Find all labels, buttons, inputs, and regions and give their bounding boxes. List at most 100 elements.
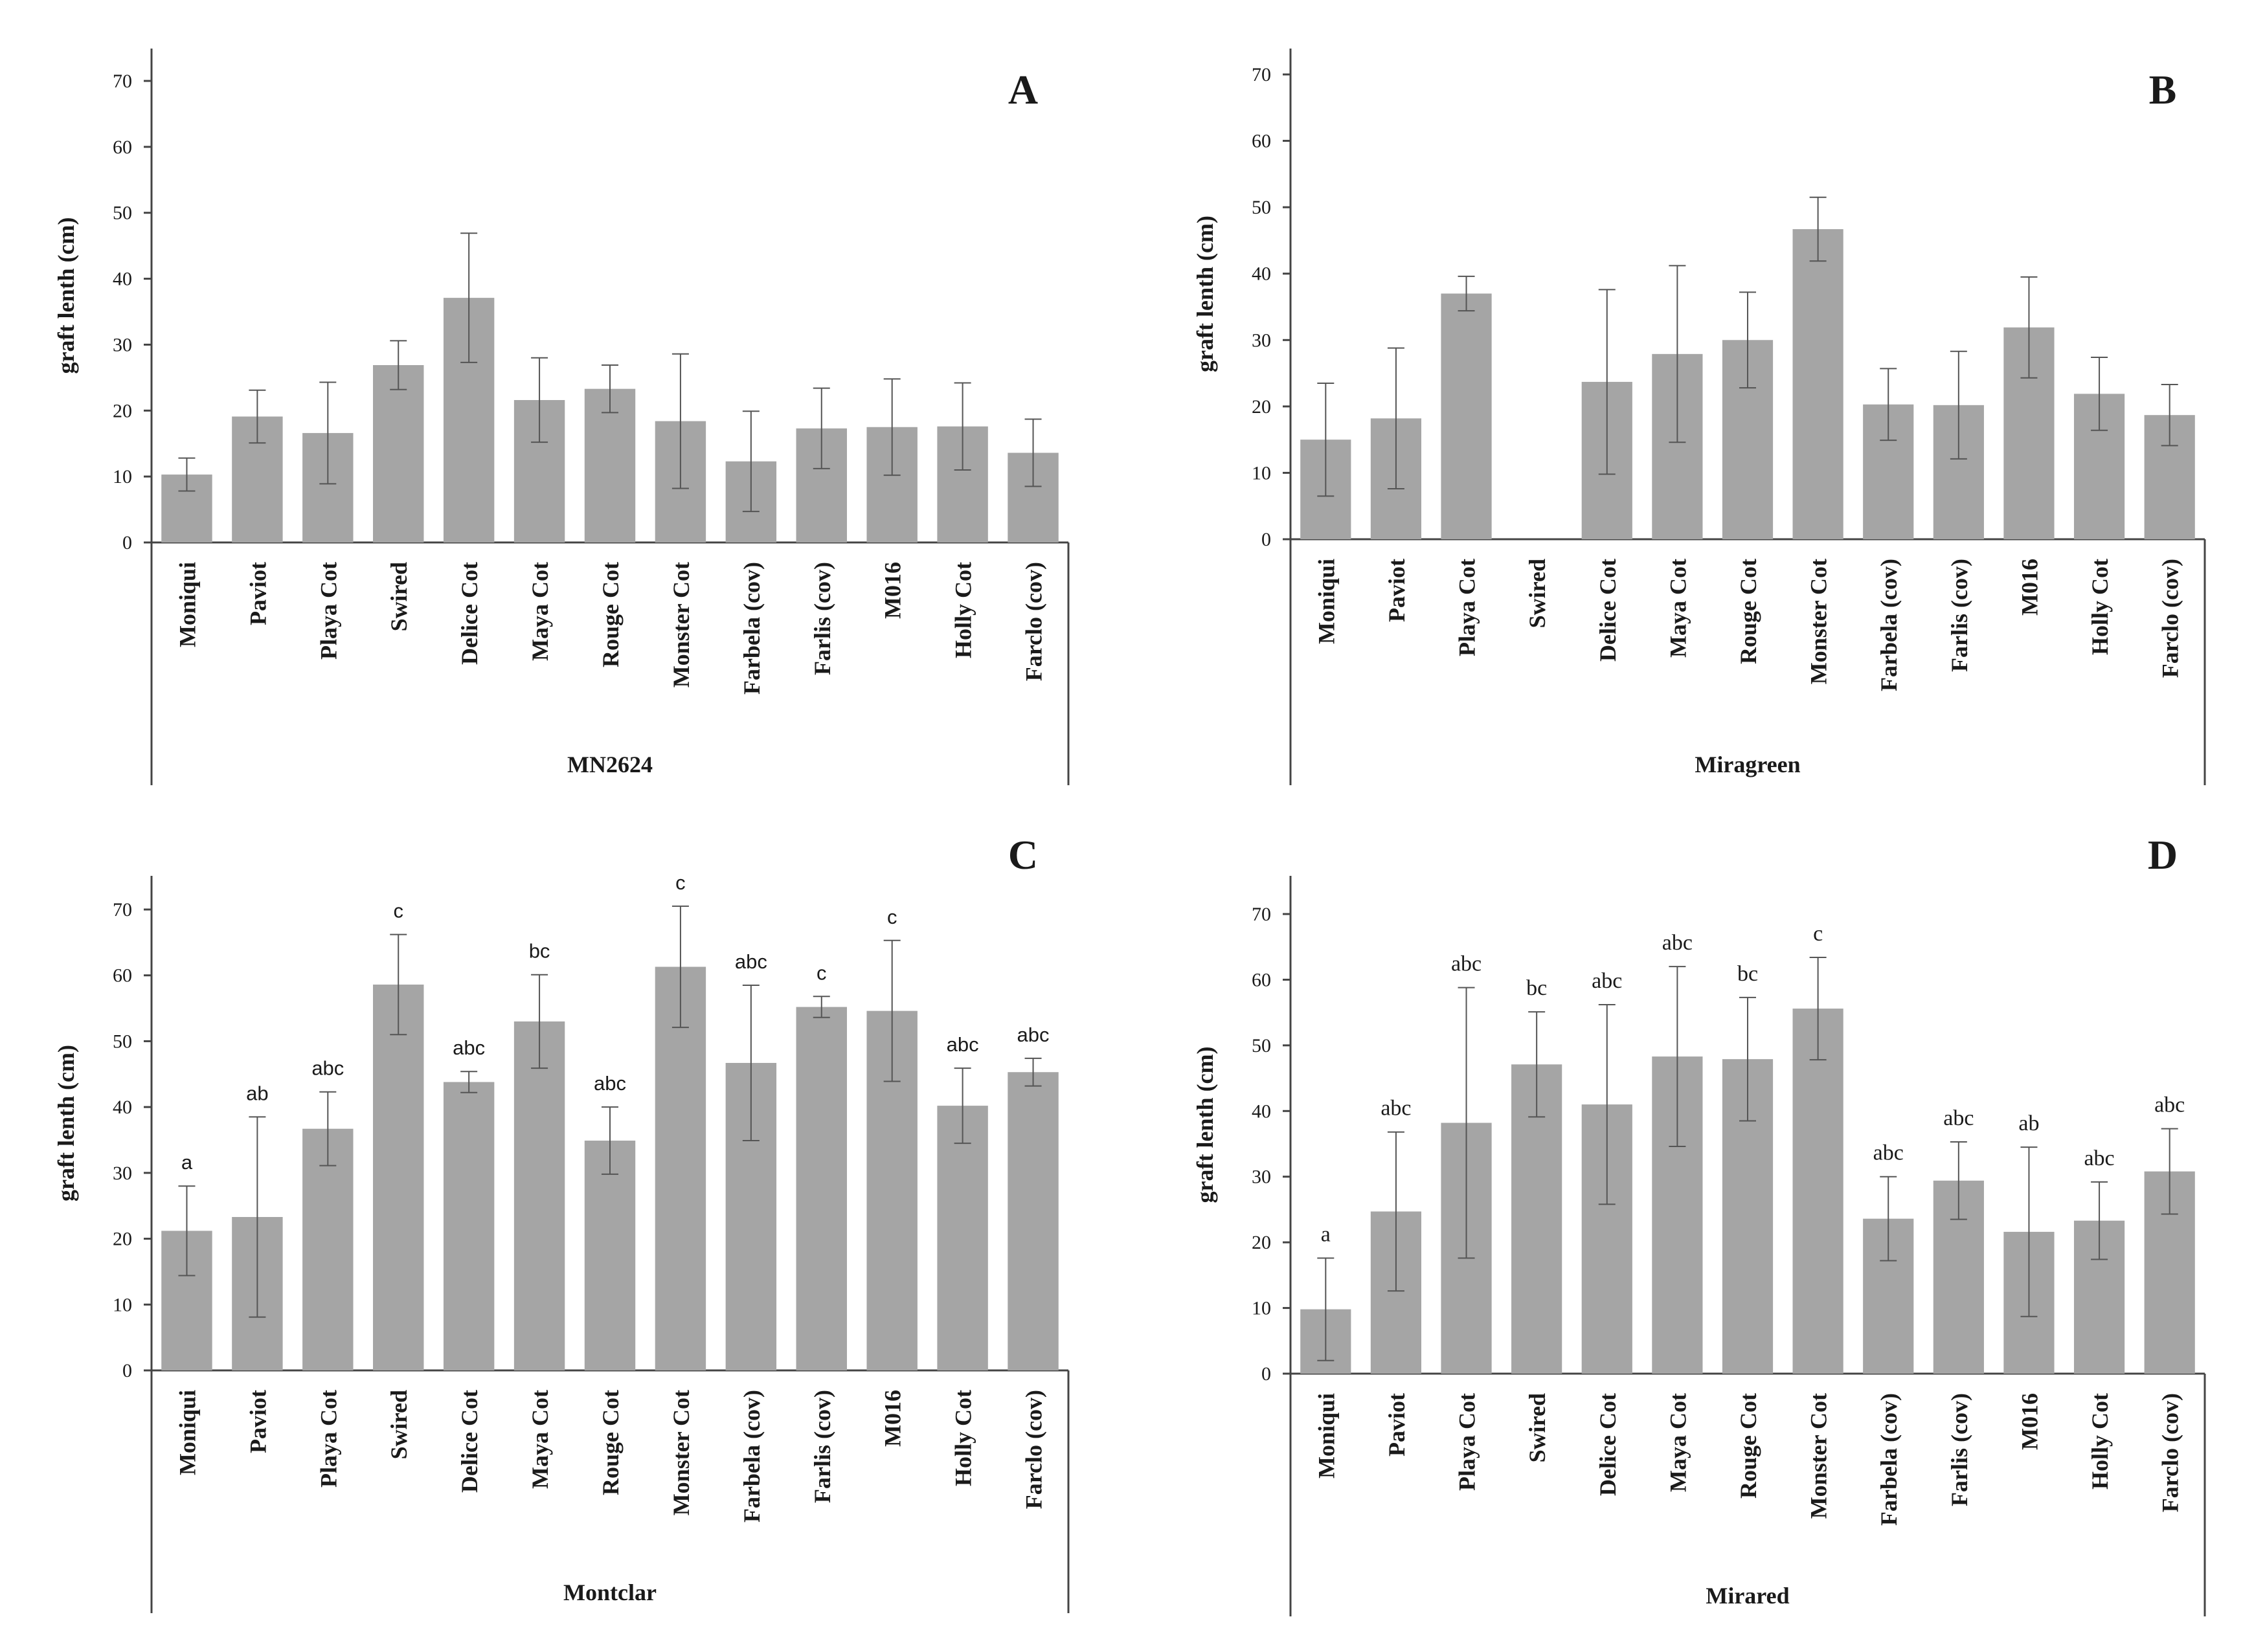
bar [655, 966, 706, 1370]
category-label: Holly Cot [951, 562, 976, 658]
category-label: Swired [386, 1390, 412, 1459]
y-tick-label: 30 [113, 1163, 132, 1184]
panel-letter: C [1008, 832, 1038, 878]
category-label: Monster Cot [668, 562, 694, 687]
category-label: Farclo (cov) [1021, 562, 1047, 681]
category-label: Farbela (cov) [1876, 1393, 1902, 1526]
significance-label: bc [529, 940, 550, 963]
y-tick-label: 60 [1252, 969, 1271, 990]
group-label: Miragreen [1695, 752, 1800, 777]
category-label: Farlis (cov) [1946, 559, 1972, 672]
significance-label: a [1321, 1222, 1331, 1246]
category-label: Delice Cot [456, 562, 482, 665]
group-label: Montclar [563, 1579, 657, 1605]
category-label: M016 [2016, 559, 2042, 616]
y-tick-label: 0 [122, 532, 132, 553]
category-label: Swired [1524, 1393, 1550, 1462]
significance-label: abc [947, 1033, 979, 1056]
y-tick-label: 30 [1252, 329, 1271, 351]
category-label: Maya Cot [527, 1390, 553, 1489]
category-label: Farlis (cov) [809, 1390, 835, 1503]
category-label: Farbela (cov) [739, 1390, 765, 1523]
significance-label: abc [2084, 1146, 2114, 1170]
significance-label: bc [1526, 976, 1547, 1000]
category-label: Playa Cot [315, 562, 341, 660]
category-label: Rouge Cot [1735, 559, 1761, 664]
bar [1441, 293, 1492, 539]
category-label: Rouge Cot [598, 562, 624, 667]
significance-label: abc [1381, 1097, 1411, 1121]
y-tick-label: 40 [113, 269, 132, 290]
y-tick-label: 70 [1252, 904, 1271, 925]
category-label: Paviot [245, 562, 271, 625]
y-tick-label: 70 [1252, 64, 1271, 85]
category-label: M016 [880, 1390, 906, 1447]
significance-label: c [1813, 922, 1823, 946]
significance-label: a [181, 1151, 193, 1174]
significance-label: abc [1873, 1141, 1904, 1165]
category-label: Rouge Cot [1735, 1393, 1761, 1499]
panel-letter: D [2148, 832, 2178, 878]
significance-label: abc [1592, 969, 1622, 993]
y-tick-label: 0 [122, 1360, 132, 1381]
y-tick-label: 30 [1252, 1166, 1271, 1188]
category-label: Delice Cot [1595, 1393, 1621, 1496]
significance-label: abc [311, 1057, 344, 1080]
category-label: Farlis (cov) [809, 562, 835, 675]
category-label: Monster Cot [1806, 559, 1832, 684]
significance-label: abc [1451, 952, 1482, 976]
category-label: Moniqui [1313, 559, 1339, 644]
category-label: Farbela (cov) [739, 562, 765, 695]
chart-panel-b: 0 10 20 30 40 50 60 70 graft lenth (cm) B Miragree… [1192, 49, 2206, 785]
category-label: Farbela (cov) [1876, 559, 1902, 691]
y-tick-label: 0 [1261, 529, 1271, 550]
y-axis-label: graft lenth (cm) [53, 1045, 79, 1201]
category-label: Moniqui [174, 1390, 200, 1475]
category-label: Holly Cot [951, 1390, 976, 1486]
significance-label: c [817, 961, 827, 984]
category-label: Delice Cot [456, 1390, 482, 1493]
category-label: Maya Cot [1665, 1393, 1691, 1492]
bar [584, 1141, 636, 1370]
significance-label: abc [1943, 1106, 1974, 1130]
y-tick-label: 50 [113, 1031, 132, 1052]
y-axis-label: graft lenth (cm) [1192, 1047, 1218, 1203]
chart-panel-a: 0 10 20 30 40 50 60 70 graft lenth (cm) A MN2624 Mo… [53, 49, 1070, 785]
category-label: Holly Cot [2087, 559, 2113, 655]
panel-letter: B [2149, 67, 2177, 113]
y-tick-label: 20 [1252, 1232, 1271, 1253]
significance-label: abc [1662, 931, 1693, 955]
y-tick-label: 50 [1252, 1035, 1271, 1056]
category-label: Paviot [1384, 1393, 1410, 1457]
y-tick-label: 40 [113, 1097, 132, 1118]
category-label: Moniqui [1313, 1393, 1339, 1479]
category-label: Playa Cot [1454, 1393, 1480, 1491]
y-tick-label: 70 [113, 899, 132, 921]
category-label: Maya Cot [527, 562, 553, 661]
y-tick-label: 10 [1252, 1298, 1271, 1319]
significance-label: abc [453, 1036, 485, 1059]
significance-label: abc [2154, 1093, 2185, 1117]
bar [937, 1106, 988, 1370]
category-label: Swired [386, 562, 412, 631]
category-label: Monster Cot [1806, 1393, 1832, 1519]
bar [584, 388, 636, 542]
y-tick-label: 60 [113, 137, 132, 158]
significance-label: abc [735, 950, 767, 973]
bar [1792, 229, 1843, 539]
category-label: Farclo (cov) [2158, 1393, 2183, 1512]
category-label: M016 [880, 562, 906, 619]
category-label: Playa Cot [1454, 559, 1480, 656]
bar [513, 1021, 565, 1370]
y-tick-label: 20 [113, 1229, 132, 1250]
y-tick-label: 10 [113, 1294, 132, 1315]
y-tick-label: 60 [113, 965, 132, 987]
category-label: Swired [1524, 559, 1550, 628]
y-tick-label: 10 [113, 466, 132, 487]
significance-label: bc [1737, 962, 1758, 986]
category-label: Moniqui [174, 562, 200, 647]
bar [1792, 1009, 1843, 1374]
bar [373, 984, 424, 1370]
category-label: Paviot [245, 1390, 271, 1453]
